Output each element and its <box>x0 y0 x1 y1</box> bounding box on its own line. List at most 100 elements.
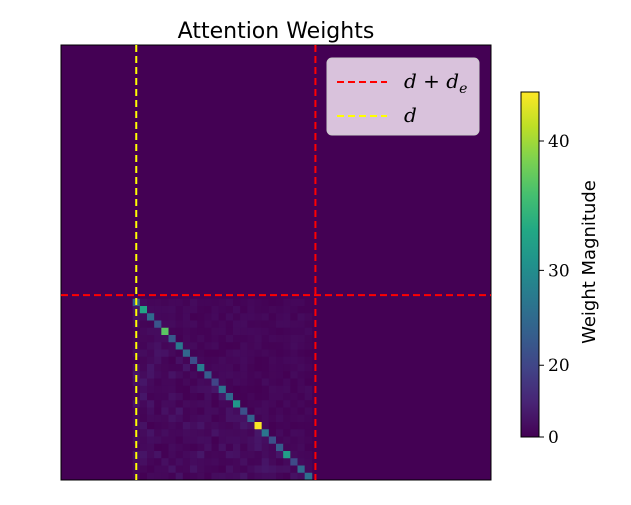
heatmap-cell <box>168 414 177 423</box>
heatmap-cell <box>283 436 291 445</box>
heatmap-cell <box>225 429 234 437</box>
heatmap-cell <box>211 393 220 401</box>
heatmap-cell <box>233 342 241 350</box>
heatmap-cell <box>211 349 220 358</box>
heatmap-cell <box>197 298 205 307</box>
heatmap-cell <box>233 451 241 459</box>
heatmap-cell <box>139 451 148 459</box>
heatmap-cell <box>276 306 284 314</box>
heatmap-cell <box>290 414 298 423</box>
heatmap-cell <box>211 371 220 379</box>
heatmap-cell <box>304 320 313 329</box>
heatmap-cell <box>161 465 169 474</box>
heatmap-cell <box>225 407 234 416</box>
heatmap-cell <box>154 364 162 372</box>
heatmap-cell <box>147 371 155 379</box>
heatmap-cell <box>247 472 255 481</box>
heatmap-cell <box>147 342 155 350</box>
heatmap-cell <box>175 407 184 416</box>
heatmap-cell <box>168 349 177 358</box>
heatmap-cell <box>297 342 306 350</box>
heatmap-cell <box>211 422 220 430</box>
heatmap-cell <box>218 465 227 474</box>
heatmap-cell <box>276 458 284 466</box>
heatmap-cell <box>276 313 284 321</box>
heatmap-cell <box>297 306 306 314</box>
heatmap-cell <box>182 429 191 437</box>
heatmap-cell <box>211 458 220 466</box>
heatmap-cell <box>204 378 212 387</box>
heatmap-cell <box>261 356 270 365</box>
heatmap-cell <box>233 407 241 416</box>
heatmap-cell <box>247 465 255 474</box>
heatmap-cell <box>218 349 227 358</box>
heatmap-cell <box>276 298 284 307</box>
heatmap-cell <box>197 335 205 343</box>
heatmap-cell <box>168 393 177 401</box>
heatmap-cell <box>147 458 155 466</box>
heatmap-cell <box>283 414 291 423</box>
heatmap-cell <box>290 407 298 416</box>
heatmap-cell <box>304 349 313 358</box>
heatmap-cell <box>268 342 277 350</box>
heatmap-cell <box>261 371 270 379</box>
heatmap-cell <box>147 385 155 394</box>
heatmap-cell <box>211 407 220 416</box>
heatmap-cell <box>182 422 191 430</box>
heatmap-cell <box>233 422 241 430</box>
heatmap-cell <box>297 472 306 481</box>
heatmap-cell <box>233 414 241 423</box>
heatmap-cell <box>268 320 277 329</box>
heatmap-cell <box>211 342 220 350</box>
heatmap-cell <box>233 458 241 466</box>
heatmap-cell <box>261 443 270 452</box>
heatmap-cell <box>190 298 198 307</box>
heatmap-cell <box>139 342 148 350</box>
heatmap-cell <box>254 371 263 379</box>
heatmap-cell <box>268 327 277 336</box>
heatmap-cell <box>132 313 141 321</box>
heatmap-cell <box>240 298 248 307</box>
colorbar-gradient <box>521 92 539 437</box>
heatmap-cell <box>218 320 227 329</box>
heatmap-cell <box>175 335 184 343</box>
heatmap-cell <box>190 313 198 321</box>
heatmap-cell <box>168 385 177 394</box>
heatmap-cell <box>304 400 313 408</box>
heatmap-cell <box>197 371 205 379</box>
heatmap-cell <box>139 306 148 314</box>
heatmap-cell <box>233 429 241 437</box>
heatmap-cell <box>240 451 248 459</box>
heatmap-cell <box>268 298 277 307</box>
heatmap-cell <box>290 436 298 445</box>
heatmap-cell <box>132 436 141 445</box>
heatmap-cell <box>233 349 241 358</box>
heatmap-cell <box>147 443 155 452</box>
heatmap-cell <box>139 400 148 408</box>
heatmap-cell <box>139 436 148 445</box>
heatmap-cell <box>276 335 284 343</box>
heatmap-cell <box>197 436 205 445</box>
heatmap-cell <box>147 364 155 372</box>
heatmap-cell <box>154 400 162 408</box>
heatmap-cell <box>240 335 248 343</box>
heatmap-cell <box>190 429 198 437</box>
heatmap-cell <box>211 327 220 336</box>
heatmap-cell <box>276 407 284 416</box>
heatmap-cell <box>168 436 177 445</box>
heatmap-cell <box>225 422 234 430</box>
heatmap-cell <box>154 451 162 459</box>
heatmap-cell <box>233 400 241 408</box>
heatmap-cell <box>204 349 212 358</box>
heatmap-cell <box>290 356 298 365</box>
heatmap-cell <box>204 385 212 394</box>
heatmap-cell <box>268 349 277 358</box>
heatmap-cell <box>175 422 184 430</box>
heatmap-cell <box>240 472 248 481</box>
heatmap-cell <box>218 443 227 452</box>
heatmap-cell <box>297 349 306 358</box>
heatmap-cell <box>211 306 220 314</box>
heatmap-cell <box>283 327 291 336</box>
heatmap-cell <box>225 393 234 401</box>
heatmap-cell <box>182 451 191 459</box>
